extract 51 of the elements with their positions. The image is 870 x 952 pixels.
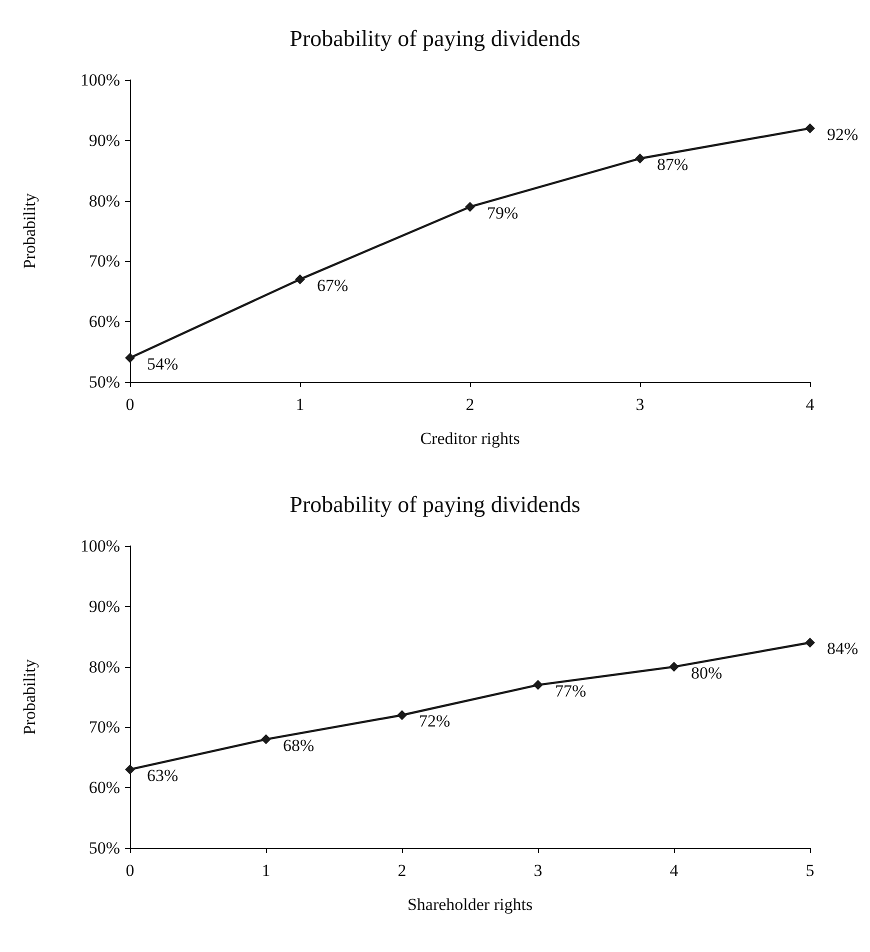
point xyxy=(465,202,475,212)
data-label: 68% xyxy=(283,736,314,755)
data-label: 80% xyxy=(691,663,722,682)
y-tick-label: 100% xyxy=(80,536,120,556)
data-label: 54% xyxy=(147,354,178,374)
x-tick-label: 2 xyxy=(398,861,406,880)
y-tick-label: 90% xyxy=(88,596,120,616)
point xyxy=(805,123,815,134)
data-label: 67% xyxy=(317,276,348,295)
x-tick-label: 2 xyxy=(466,395,474,414)
point xyxy=(261,734,271,744)
point xyxy=(125,352,135,363)
point xyxy=(295,274,305,284)
y-axis-title: Probability xyxy=(20,658,39,735)
point xyxy=(533,680,543,690)
point xyxy=(805,638,815,648)
data-label: 92% xyxy=(827,124,858,144)
y-tick-label: 100% xyxy=(80,70,120,90)
y-tick-label: 80% xyxy=(88,191,120,210)
x-tick-label: 3 xyxy=(636,395,644,414)
y-tick-label: 50% xyxy=(88,838,120,858)
y-tick-label: 60% xyxy=(88,778,120,798)
chart-title: Probability of paying dividends xyxy=(290,26,580,51)
data-label: 84% xyxy=(827,639,858,658)
y-tick-label: 90% xyxy=(88,130,120,150)
y-tick-label: 70% xyxy=(88,718,120,737)
y-tick-label: 80% xyxy=(88,657,120,676)
x-tick-label: 4 xyxy=(806,395,815,414)
point xyxy=(669,662,679,672)
data-label: 87% xyxy=(657,155,688,174)
x-tick-label: 4 xyxy=(670,861,679,880)
x-tick-label: 5 xyxy=(806,861,814,880)
point xyxy=(397,710,407,720)
point xyxy=(125,764,135,774)
chart-title: Probability of paying dividends xyxy=(290,492,580,517)
x-tick-label: 3 xyxy=(534,861,542,880)
data-label: 72% xyxy=(419,712,450,731)
x-axis-title: Shareholder rights xyxy=(407,895,533,914)
x-tick-label: 1 xyxy=(296,395,304,414)
x-axis-title: Creditor rights xyxy=(420,429,520,448)
y-tick-label: 70% xyxy=(88,252,120,271)
y-tick-label: 50% xyxy=(88,372,120,392)
data-label: 63% xyxy=(147,766,178,785)
x-tick-label: 1 xyxy=(262,861,270,880)
point xyxy=(635,154,645,164)
x-tick-label: 0 xyxy=(126,861,134,880)
y-axis-title: Probability xyxy=(20,192,39,269)
data-label: 79% xyxy=(487,203,518,222)
y-tick-label: 60% xyxy=(88,312,120,332)
x-tick-label: 0 xyxy=(126,395,134,414)
data-label: 77% xyxy=(555,681,586,700)
